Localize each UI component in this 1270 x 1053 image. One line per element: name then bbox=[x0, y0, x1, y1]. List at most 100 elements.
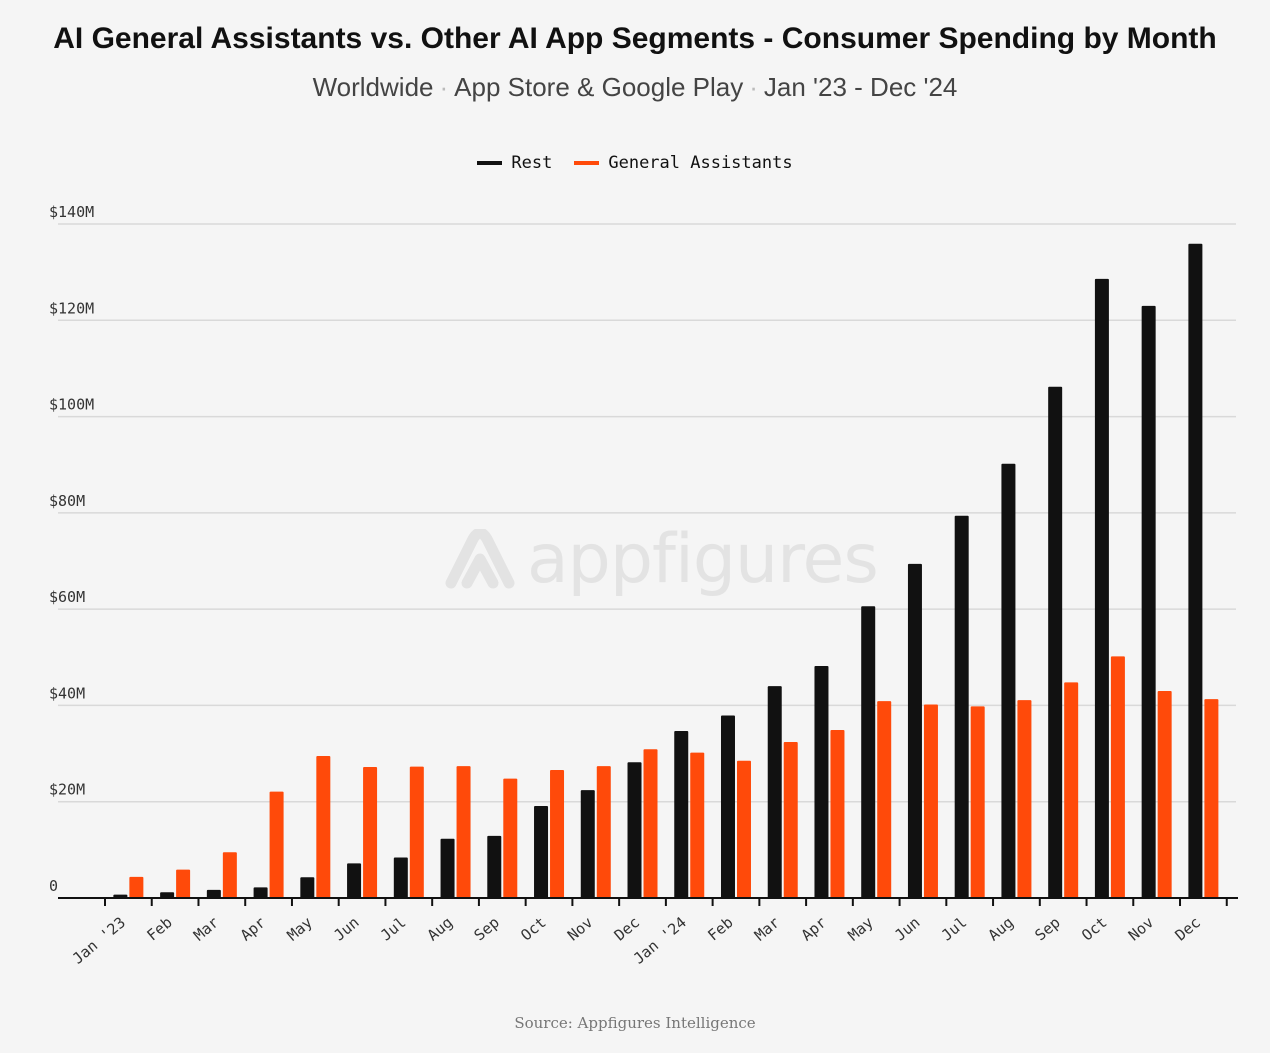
x-tick-label: Dec bbox=[611, 913, 643, 944]
bar-rest bbox=[347, 863, 362, 898]
x-tick-label: May bbox=[844, 913, 876, 944]
bar-rest bbox=[160, 892, 175, 898]
x-tick-label: Jul bbox=[938, 913, 970, 944]
y-tick-label: $20M bbox=[49, 781, 85, 799]
x-tick-label: Nov bbox=[1125, 913, 1157, 944]
bar-general-assistants bbox=[736, 760, 751, 898]
x-tick-label: May bbox=[284, 913, 316, 944]
bar-rest bbox=[206, 889, 221, 898]
legend-swatch-rest bbox=[477, 161, 503, 165]
bar-general-assistants bbox=[877, 701, 892, 898]
y-tick-label: $140M bbox=[49, 203, 94, 221]
bar-rest bbox=[1048, 386, 1063, 898]
subtitle-stores: App Store & Google Play bbox=[454, 72, 744, 102]
bar-rest bbox=[440, 838, 455, 898]
subtitle-separator: · bbox=[749, 72, 758, 102]
bar-rest bbox=[814, 665, 829, 898]
y-tick-label: $40M bbox=[49, 684, 85, 702]
watermark-text: appfigures bbox=[527, 520, 879, 599]
bar-general-assistants bbox=[363, 767, 378, 898]
bar-general-assistants bbox=[316, 755, 331, 898]
y-tick-label: $120M bbox=[49, 299, 94, 317]
chart-legend: Rest General Assistants bbox=[0, 153, 1270, 173]
bars-layer bbox=[113, 243, 1219, 899]
bar-general-assistants bbox=[129, 876, 144, 898]
bar-rest bbox=[580, 790, 595, 898]
bar-general-assistants bbox=[1017, 700, 1032, 898]
bar-general-assistants bbox=[1204, 699, 1219, 898]
x-tick-label: Apr bbox=[798, 913, 830, 944]
bar-rest bbox=[674, 730, 689, 898]
x-tick-label: Sep bbox=[1031, 913, 1063, 944]
bar-general-assistants bbox=[596, 766, 611, 898]
bar-general-assistants bbox=[409, 766, 424, 898]
bar-general-assistants bbox=[456, 766, 471, 898]
bar-general-assistants bbox=[503, 778, 518, 898]
legend-label-rest: Rest bbox=[511, 153, 553, 173]
x-tick-label: Jan '24 bbox=[630, 913, 690, 967]
subtitle-date-range: Jan '23 - Dec '24 bbox=[763, 72, 958, 102]
bar-general-assistants bbox=[783, 742, 798, 898]
bar-rest bbox=[1094, 278, 1109, 899]
bar-rest bbox=[393, 857, 408, 898]
bar-rest bbox=[1001, 463, 1016, 898]
appfigures-watermark: appfigures bbox=[445, 520, 879, 599]
bar-general-assistants bbox=[690, 752, 705, 898]
bar-rest bbox=[627, 762, 642, 898]
bar-general-assistants bbox=[830, 729, 845, 898]
subtitle-separator: · bbox=[439, 72, 449, 102]
x-tick-label: Jul bbox=[377, 913, 409, 944]
bar-general-assistants bbox=[1157, 690, 1172, 898]
x-tick-label: Jun bbox=[330, 913, 362, 944]
bar-chart: 0 $20M $40M $60M $80M $100M $120M $140M Jan '23 F… bbox=[49, 203, 1238, 968]
bar-general-assistants bbox=[269, 791, 284, 898]
chart-title: AI General Assistants vs. Other AI App S… bbox=[53, 22, 1217, 55]
bar-general-assistants bbox=[176, 869, 191, 898]
legend-item-general-assistants[interactable]: General Assistants bbox=[574, 153, 793, 173]
legend-item-rest[interactable]: Rest bbox=[477, 153, 552, 173]
bar-general-assistants bbox=[923, 704, 938, 898]
bar-rest bbox=[534, 806, 549, 898]
x-tick-label: Aug bbox=[424, 913, 456, 944]
legend-label-general-assistants: General Assistants bbox=[608, 153, 793, 173]
grid-layer bbox=[58, 223, 1236, 803]
bar-rest bbox=[720, 715, 735, 898]
x-tick-label: Apr bbox=[237, 913, 269, 944]
bar-rest bbox=[861, 606, 876, 898]
appfigures-logo-icon bbox=[445, 528, 515, 588]
x-tick-label: Feb bbox=[704, 913, 736, 944]
x-tick-label: Jun bbox=[891, 913, 923, 944]
x-tick-label: Sep bbox=[471, 913, 503, 944]
x-tick-label: Oct bbox=[1078, 913, 1110, 944]
chart-subtitle: Worldwide · App Store & Google Play · Jan '2… bbox=[0, 72, 1270, 103]
x-tick-label: Mar bbox=[190, 913, 222, 944]
x-tick-label: Mar bbox=[751, 913, 783, 944]
x-tick-label: Oct bbox=[517, 913, 549, 944]
bar-general-assistants bbox=[222, 852, 237, 898]
bar-rest bbox=[767, 686, 782, 898]
y-tick-label: $80M bbox=[49, 492, 85, 510]
bar-general-assistants bbox=[1064, 682, 1079, 898]
bar-rest bbox=[954, 515, 969, 898]
bar-rest bbox=[300, 877, 315, 898]
bar-rest bbox=[1188, 243, 1203, 898]
x-tick-label: Dec bbox=[1172, 913, 1204, 944]
bar-general-assistants bbox=[550, 769, 565, 898]
source-note: Source: Appfigures Intelligence bbox=[514, 1014, 756, 1032]
bar-general-assistants bbox=[1110, 656, 1125, 898]
y-tick-label: 0 bbox=[49, 877, 58, 895]
bar-general-assistants bbox=[970, 706, 985, 898]
y-tick-label: $60M bbox=[49, 588, 85, 606]
x-tick-label: Aug bbox=[985, 913, 1017, 944]
bar-rest bbox=[253, 887, 268, 898]
x-tick-label: Nov bbox=[564, 913, 596, 944]
bar-general-assistants bbox=[643, 749, 658, 898]
legend-swatch-general-assistants bbox=[574, 161, 600, 165]
y-tick-label: $100M bbox=[49, 396, 94, 414]
bar-rest bbox=[487, 835, 502, 898]
x-tick-label: Jan '23 bbox=[69, 913, 129, 967]
bar-rest bbox=[1141, 305, 1156, 898]
x-tick-label: Feb bbox=[143, 913, 175, 944]
subtitle-region: Worldwide bbox=[312, 72, 434, 102]
bar-rest bbox=[907, 563, 922, 898]
